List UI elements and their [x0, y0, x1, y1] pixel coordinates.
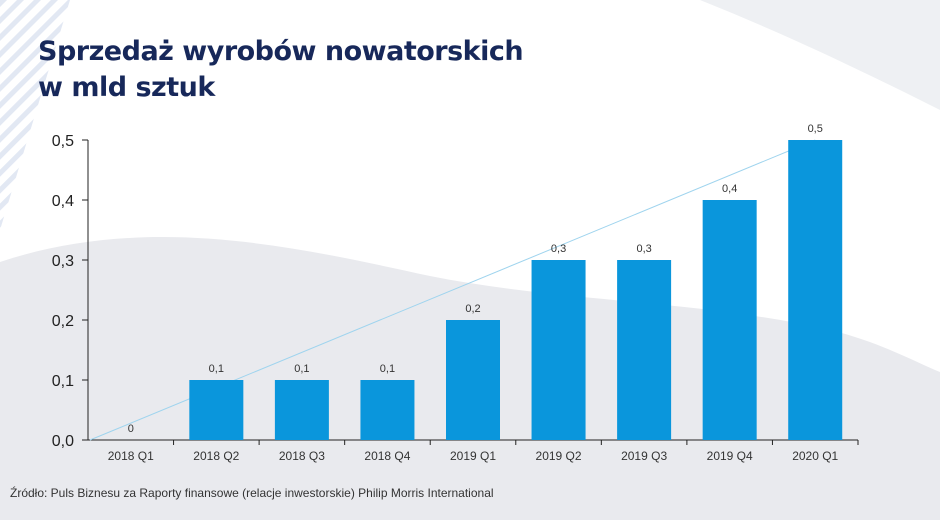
y-tick-label: 0,1 [52, 373, 74, 390]
bar [274, 380, 329, 440]
bar [531, 260, 586, 440]
title-line-1: Sprzedaż wyrobów nowatorskich [38, 36, 524, 67]
chart-title: Sprzedaż wyrobów nowatorskich w mld sztu… [38, 34, 524, 106]
y-tick-label: 0,4 [52, 193, 74, 210]
x-tick-label: 2018 Q1 [108, 449, 154, 463]
x-tick-label: 2018 Q3 [279, 449, 325, 463]
y-tick-label: 0,5 [52, 133, 74, 150]
value-label: 0,5 [808, 123, 823, 135]
y-tick-label: 0,3 [52, 253, 74, 270]
bar [617, 260, 672, 440]
y-tick-label: 0,0 [52, 433, 74, 450]
value-label: 0 [128, 423, 134, 435]
bar [360, 380, 415, 440]
value-label: 0,1 [294, 363, 309, 375]
value-label: 0,1 [209, 363, 224, 375]
x-tick-label: 2018 Q4 [364, 449, 410, 463]
x-tick-label: 2019 Q1 [450, 449, 496, 463]
bar [702, 200, 757, 440]
value-label: 0,4 [722, 183, 737, 195]
x-tick-label: 2019 Q3 [621, 449, 667, 463]
bar [788, 140, 843, 440]
bar [446, 320, 500, 440]
title-line-2: w mld sztuk [38, 72, 215, 103]
decorative-stripes [0, 0, 70, 230]
bar [189, 380, 244, 440]
value-label: 0,3 [551, 243, 566, 255]
value-label: 0,3 [636, 243, 651, 255]
value-label: 0,2 [465, 303, 480, 315]
x-tick-label: 2018 Q2 [193, 449, 239, 463]
y-tick-label: 0,2 [52, 313, 74, 330]
x-tick-label: 2019 Q2 [536, 449, 582, 463]
x-tick-label: 2019 Q4 [707, 449, 753, 463]
value-label: 0,1 [380, 363, 395, 375]
background-wave-top [700, 0, 940, 110]
source-note: Źródło: Puls Biznesu za Raporty finansow… [10, 486, 494, 500]
x-tick-label: 2020 Q1 [792, 449, 838, 463]
